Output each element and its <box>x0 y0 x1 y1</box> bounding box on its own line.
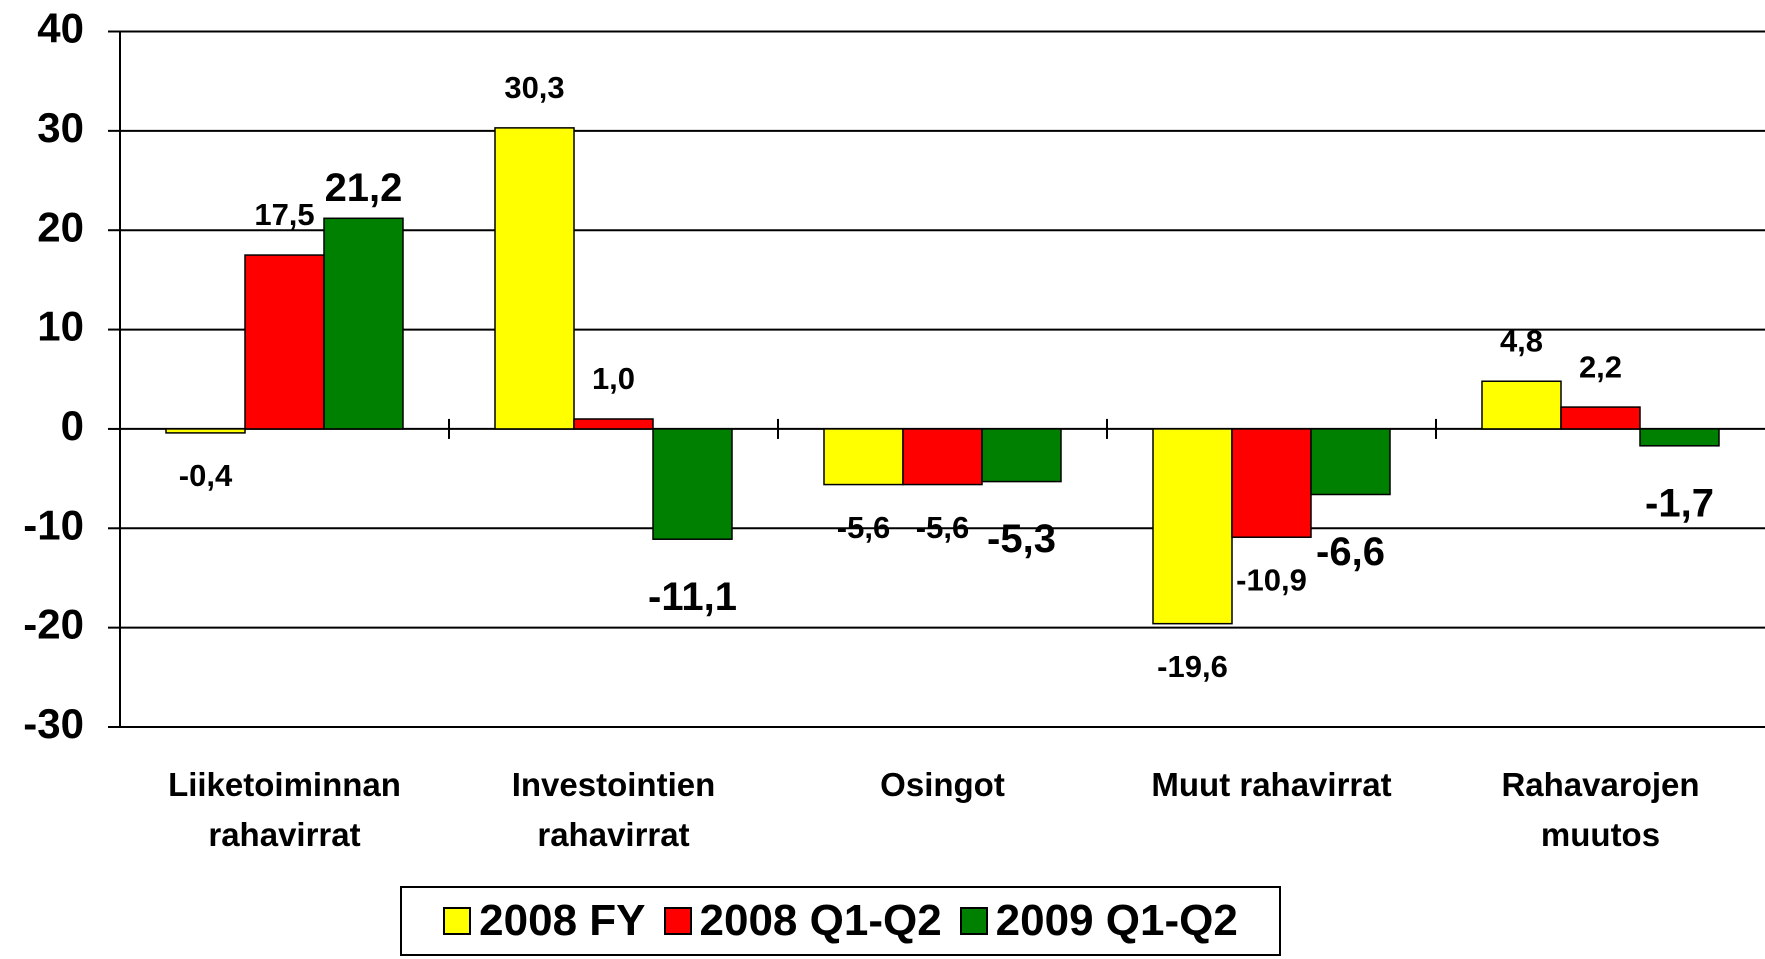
bar <box>823 428 904 486</box>
data-label: -5,3 <box>987 517 1056 561</box>
legend-item: 2008 FY <box>443 896 646 946</box>
bar <box>1310 428 1391 496</box>
y-tick-label: 20 <box>37 203 84 250</box>
bar <box>1152 428 1233 625</box>
bar <box>1231 428 1312 538</box>
data-label: -11,1 <box>648 575 737 619</box>
legend-item: 2009 Q1-Q2 <box>959 896 1238 946</box>
bar <box>981 428 1062 483</box>
legend-label: 2009 Q1-Q2 <box>995 896 1238 945</box>
legend-label: 2008 Q1-Q2 <box>699 896 942 945</box>
x-tick-label: Investointien rahavirrat <box>511 766 716 853</box>
data-label: -0,4 <box>179 458 233 493</box>
data-label: 30,3 <box>504 70 564 105</box>
data-label: 17,5 <box>254 197 314 232</box>
bar <box>323 217 404 430</box>
y-tick-label: 0 <box>61 402 84 449</box>
data-label: -5,6 <box>916 510 969 545</box>
bar <box>573 418 654 430</box>
x-tick-label: Muut rahavirrat <box>1151 766 1392 803</box>
y-tick-label: 40 <box>37 5 84 52</box>
bar <box>652 428 733 540</box>
data-label: 4,8 <box>1500 323 1543 358</box>
data-label: 1,0 <box>592 361 635 396</box>
bar <box>1639 428 1720 447</box>
legend-swatch <box>663 907 692 935</box>
x-tick-label: Rahavarojen muutos <box>1501 766 1700 853</box>
data-label: -19,6 <box>1157 649 1228 684</box>
y-tick-label: -20 <box>23 601 84 648</box>
data-label: -10,9 <box>1236 562 1307 597</box>
data-label: -5,6 <box>837 510 890 545</box>
y-tick-label: 30 <box>37 104 84 151</box>
bar <box>244 254 325 430</box>
legend-swatch <box>959 907 988 935</box>
x-tick-label: Osingot <box>880 766 1005 803</box>
y-tick-label: 10 <box>37 303 84 350</box>
legend-swatch <box>443 907 472 935</box>
bar <box>1481 380 1562 430</box>
y-tick-label: -30 <box>23 700 84 747</box>
bar <box>165 428 246 434</box>
x-tick-label: Liiketoiminnan rahavirrat <box>168 766 401 853</box>
y-tick-label: -10 <box>23 501 84 548</box>
data-label: -1,7 <box>1645 481 1714 525</box>
bar <box>1560 406 1641 430</box>
data-label: 21,2 <box>325 166 403 210</box>
legend: 2008 FY 2008 Q1-Q2 2009 Q1-Q2 <box>400 886 1281 956</box>
bar <box>494 127 575 430</box>
data-label: 2,2 <box>1579 349 1622 384</box>
bar <box>902 428 983 486</box>
data-label: -6,6 <box>1316 530 1385 574</box>
legend-label: 2008 FY <box>479 896 646 945</box>
legend-item: 2008 Q1-Q2 <box>663 896 942 946</box>
